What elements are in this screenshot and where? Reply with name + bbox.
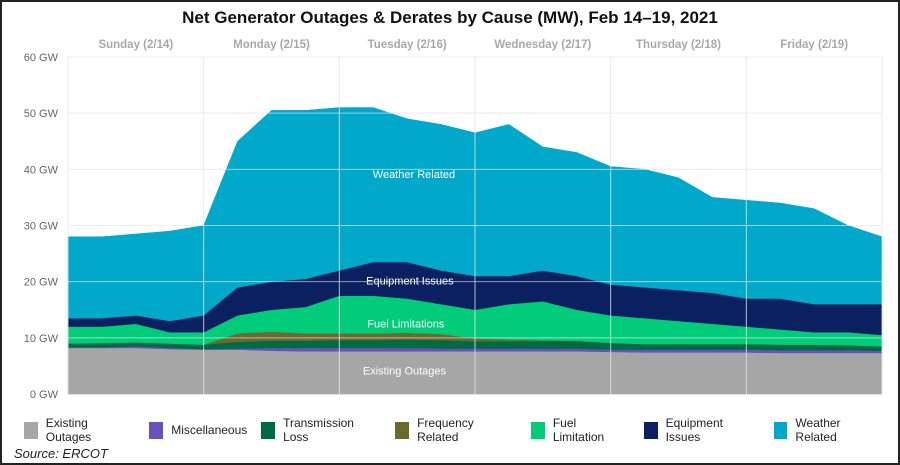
legend-item: Weather Related bbox=[773, 416, 884, 444]
legend-swatch bbox=[531, 421, 545, 439]
y-tick-label: 40 GW bbox=[24, 164, 59, 176]
legend-item: Existing Outages bbox=[24, 416, 135, 444]
y-tick-label: 50 GW bbox=[24, 108, 59, 120]
legend-label: Fuel Limitation bbox=[552, 416, 605, 444]
legend-label: Frequency Related bbox=[417, 416, 474, 444]
source-note: Source: ERCOT bbox=[14, 446, 108, 461]
legend-item: Transmission Loss bbox=[261, 416, 381, 444]
legend-item: Equipment Issues bbox=[643, 416, 760, 444]
legend-label: Equipment Issues bbox=[665, 416, 723, 444]
area-label: Weather Related bbox=[373, 169, 455, 181]
day-label: Monday (2/15) bbox=[233, 39, 310, 51]
y-tick-label: 60 GW bbox=[24, 52, 59, 64]
y-tick-label: 30 GW bbox=[24, 221, 59, 233]
area-label: Existing Outages bbox=[363, 365, 447, 377]
legend: Existing Outages Miscellaneous Transmissio… bbox=[24, 416, 898, 444]
day-label: Tuesday (2/16) bbox=[368, 39, 447, 51]
legend-label: Existing Outages bbox=[45, 416, 92, 444]
day-label: Friday (2/19) bbox=[780, 39, 848, 51]
area-label: Fuel Limitations bbox=[367, 319, 445, 331]
y-tick-label: 20 GW bbox=[24, 277, 59, 289]
chart-title: Net Generator Outages & Derates by Cause… bbox=[182, 8, 718, 27]
legend-swatch bbox=[643, 421, 658, 439]
y-tick-label: 0 GW bbox=[30, 389, 59, 401]
legend-swatch bbox=[395, 421, 410, 439]
legend-label: Miscellaneous bbox=[171, 423, 248, 437]
legend-swatch bbox=[149, 421, 164, 439]
day-label: Wednesday (2/17) bbox=[494, 39, 591, 51]
legend-label: Transmission Loss bbox=[283, 416, 354, 444]
day-label: Thursday (2/18) bbox=[636, 39, 721, 51]
legend-swatch bbox=[261, 421, 276, 439]
legend-swatch bbox=[24, 421, 38, 439]
area-label: Equipment Issues bbox=[366, 275, 454, 287]
day-label: Sunday (2/14) bbox=[98, 39, 173, 51]
legend-item: Fuel Limitation bbox=[531, 416, 630, 444]
legend-swatch bbox=[773, 421, 788, 439]
legend-item: Frequency Related bbox=[395, 416, 517, 444]
legend-item: Miscellaneous bbox=[149, 421, 248, 439]
y-tick-label: 10 GW bbox=[24, 333, 59, 345]
legend-label: Weather Related bbox=[795, 416, 841, 444]
